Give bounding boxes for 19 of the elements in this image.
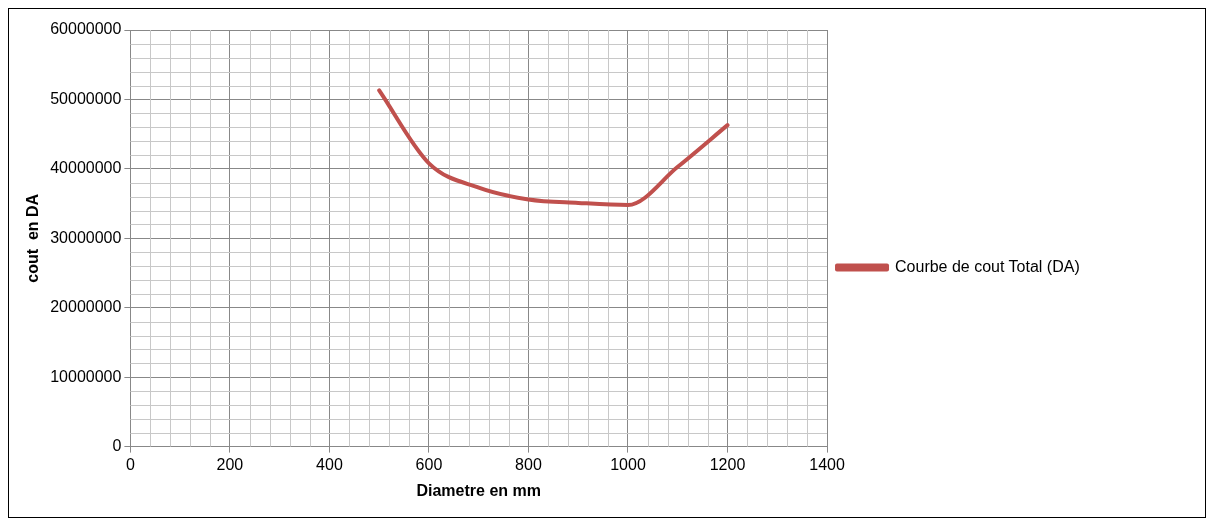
x-tick-label: 400: [316, 455, 343, 473]
y-tick-label: 60000000: [50, 20, 122, 38]
y-axis-title: cout en DA: [24, 193, 42, 283]
y-tick-label: 10000000: [50, 367, 122, 385]
x-tick-label: 200: [216, 455, 244, 473]
x-tick-label: 1400: [809, 455, 845, 473]
y-tick-label: 40000000: [50, 159, 122, 177]
y-tick-label: 50000000: [50, 89, 122, 107]
x-tick-label: 1200: [709, 455, 746, 473]
x-tick-label: 1000: [610, 455, 646, 473]
x-tick-label: 600: [415, 455, 443, 473]
line-series: [377, 88, 730, 207]
x-tick-label: 0: [125, 455, 135, 473]
y-tick-label: 20000000: [50, 298, 122, 316]
x-tick-label: 800: [515, 455, 542, 473]
legend-label: Courbe de cout Total (DA): [895, 257, 1080, 275]
x-axis-title: Diametre en mm: [416, 481, 541, 499]
y-tick-label: 0: [112, 437, 122, 455]
y-tick-label: 30000000: [50, 228, 122, 246]
